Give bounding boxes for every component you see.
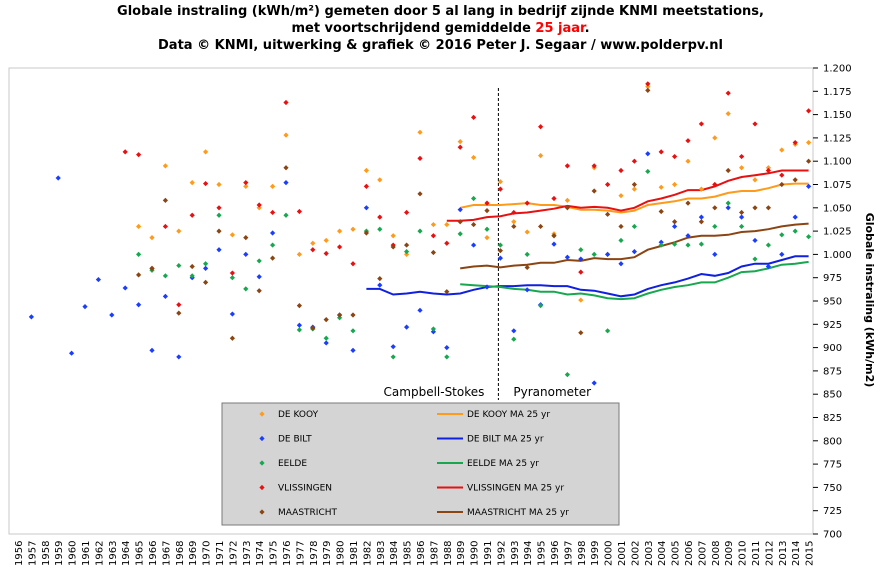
y-tick-label: 1.050 (823, 203, 852, 214)
y-tick-label: 1.175 (823, 87, 852, 98)
x-tick-label: 1957 (27, 541, 38, 566)
x-tick-label: 1981 (349, 541, 360, 566)
x-tick-label: 1980 (336, 541, 347, 566)
legend-label-vlissingen-ma-25-yr: VLISSINGEN MA 25 yr (467, 484, 564, 494)
x-tick-label: 1995 (537, 541, 548, 566)
legend-label-de-bilt: DE BILT (278, 435, 312, 445)
x-tick-label: 2003 (644, 541, 655, 566)
legend: DE KOOY DE BILT EELDE VLISSINGEN MAASTRICHT D… (222, 403, 619, 525)
y-axis-label: Globale instraling (kWh/m2) (863, 213, 876, 388)
x-tick-label: 1978 (309, 541, 320, 566)
chart-svg: 700 725 750 775 800 825 850 875 900 925 950 975 1.00… (0, 0, 881, 571)
x-tick-label: 1994 (523, 541, 534, 566)
x-tick-label: 1983 (376, 541, 387, 566)
x-tick-label: 1964 (121, 541, 132, 566)
y-tick-label: 825 (823, 413, 842, 424)
x-tick-label: 1992 (496, 541, 507, 566)
x-tick-label: 2004 (657, 541, 668, 566)
x-tick-label: 1997 (563, 541, 574, 566)
x-tick-label: 2000 (604, 541, 615, 566)
x-tick-label: 1961 (81, 541, 92, 566)
legend-label-maastricht: MAASTRICHT (278, 508, 337, 518)
y-tick-label: 1.150 (823, 110, 852, 121)
legend-label-de-kooy: DE KOOY (278, 410, 319, 420)
x-tick-label: 1977 (295, 541, 306, 566)
y-tick-label: 975 (823, 273, 842, 284)
x-tick-label: 2006 (684, 541, 695, 566)
x-tick-label: 2005 (671, 541, 682, 566)
x-tick-label: 2008 (711, 541, 722, 566)
y-tick-label: 1.025 (823, 227, 852, 238)
legend-label-maastricht-ma-25-yr: MAASTRICHT MA 25 yr (467, 508, 569, 518)
y-tick-label: 1.000 (823, 250, 852, 261)
x-tick-label: 1962 (94, 541, 105, 566)
x-tick-label: 2010 (738, 541, 749, 566)
y-tick-label: 750 (823, 483, 842, 494)
x-tick-label: 1976 (282, 541, 293, 566)
y-tick-label: 1.200 (823, 64, 852, 75)
x-tick-label: 2014 (791, 541, 802, 566)
x-tick-label: 1996 (550, 541, 561, 566)
x-tick-label: 2009 (724, 541, 735, 566)
x-tick-label: 1965 (135, 541, 146, 566)
x-tick-label: 1956 (14, 541, 25, 566)
y-tick-label: 875 (823, 366, 842, 377)
x-tick-label: 1960 (68, 541, 79, 566)
y-tick-label: 1.125 (823, 133, 852, 144)
legend-label-eelde-ma-25-yr: EELDE MA 25 yr (467, 459, 539, 469)
y-tick-label: 925 (823, 320, 842, 331)
x-tick-label: 1958 (41, 541, 52, 566)
y-tick-label: 1.100 (823, 157, 852, 168)
x-axis: 1956 1957 1958 1959 1960 1961 1962 1963 1964 1965… (14, 541, 816, 566)
y-tick-label: 850 (823, 390, 842, 401)
x-tick-label: 1991 (483, 541, 494, 566)
x-tick-label: 2007 (697, 541, 708, 566)
x-tick-label: 1971 (215, 541, 226, 566)
x-tick-label: 1982 (362, 541, 373, 566)
x-tick-label: 1998 (577, 541, 588, 566)
x-tick-label: 1979 (322, 541, 333, 566)
legend-label-eelde: EELDE (278, 459, 307, 469)
x-tick-label: 1986 (416, 541, 427, 566)
x-tick-label: 1975 (269, 541, 280, 566)
y-tick-label: 800 (823, 436, 842, 447)
x-tick-label: 2001 (617, 541, 628, 566)
x-tick-label: 1989 (456, 541, 467, 566)
x-tick-label: 1988 (443, 541, 454, 566)
x-tick-label: 1969 (188, 541, 199, 566)
x-tick-label: 1984 (389, 541, 400, 566)
x-tick-label: 1968 (175, 541, 186, 566)
x-tick-label: 1990 (470, 541, 481, 566)
y-tick-label: 725 (823, 506, 842, 517)
x-tick-label: 1963 (108, 541, 119, 566)
x-tick-label: 2015 (805, 541, 816, 566)
x-tick-label: 1974 (255, 541, 266, 566)
y-tick-label: 900 (823, 343, 842, 354)
x-tick-label: 2002 (630, 541, 641, 566)
x-tick-label: 2013 (778, 541, 789, 566)
x-tick-label: 1985 (403, 541, 414, 566)
x-tick-label: 1970 (202, 541, 213, 566)
y-tick-label: 950 (823, 297, 842, 308)
y-axis: 700 725 750 775 800 825 850 875 900 925 950 975 1.00… (813, 64, 852, 541)
y-tick-label: 1.075 (823, 180, 852, 191)
x-tick-label: 1959 (54, 541, 65, 566)
y-tick-label: 700 (823, 530, 842, 541)
x-tick-label: 1966 (148, 541, 159, 566)
annotation-campbell-stokes: Campbell-Stokes (384, 385, 485, 399)
annotation-pyranometer: Pyranometer (513, 385, 591, 399)
x-tick-label: 1973 (242, 541, 253, 566)
x-tick-label: 1993 (510, 541, 521, 566)
legend-label-de-kooy-ma-25-yr: DE KOOY MA 25 yr (467, 410, 550, 420)
x-tick-label: 1999 (590, 541, 601, 566)
y-tick-label: 775 (823, 460, 842, 471)
legend-label-de-bilt-ma-25-yr: DE BILT MA 25 yr (467, 435, 544, 445)
x-tick-label: 1967 (161, 541, 172, 566)
x-tick-label: 2011 (751, 541, 762, 566)
x-tick-label: 2012 (764, 541, 775, 566)
x-tick-label: 1972 (228, 541, 239, 566)
legend-label-vlissingen: VLISSINGEN (278, 484, 332, 494)
x-tick-label: 1987 (429, 541, 440, 566)
